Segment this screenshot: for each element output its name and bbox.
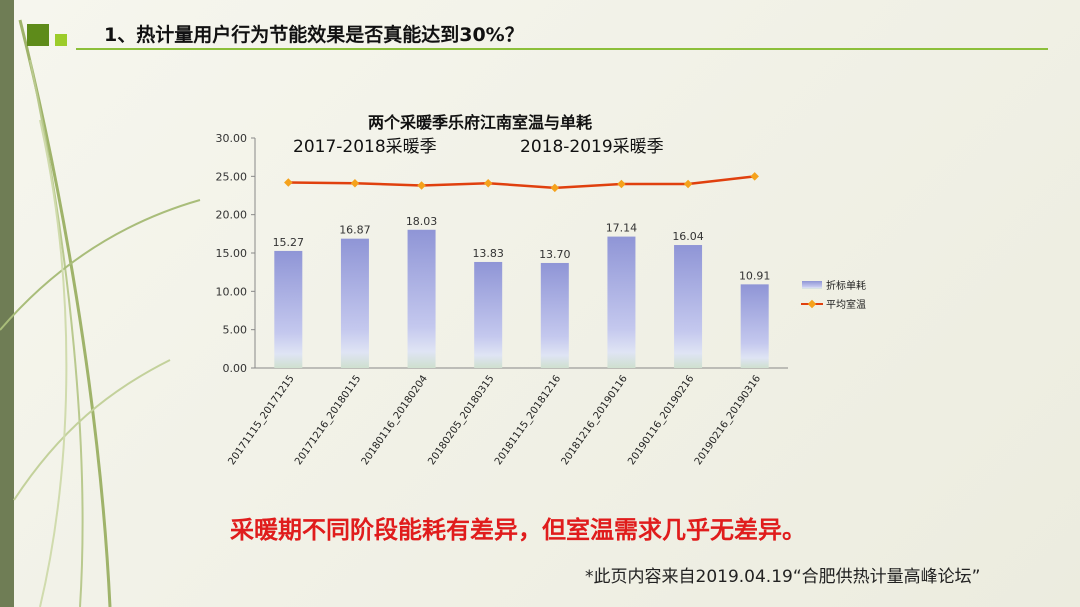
x-tick-label: 20190216_20190316 — [693, 373, 763, 467]
x-tick-label: 20171216_20180115 — [293, 373, 363, 467]
x-tick-label: 20180116_20180204 — [360, 373, 430, 467]
x-tick-label: 20180205_20180315 — [426, 373, 496, 467]
x-tick-label: 20181115_20181216 — [493, 373, 563, 467]
season-label-2018: 2018-2019采暖季 — [520, 137, 664, 157]
title-underline — [76, 48, 1048, 50]
bar-value-label: 16.87 — [339, 224, 371, 237]
bar-5 — [540, 262, 569, 368]
bar-2 — [340, 238, 369, 368]
conclusion-text: 采暖期不同阶段能耗有差异，但室温需求几乎无差异。 — [230, 516, 806, 544]
temp-point-3 — [417, 181, 426, 190]
temp-point-7 — [683, 179, 693, 189]
title-square-large — [27, 24, 49, 46]
bar-value-label: 18.03 — [406, 215, 438, 228]
bar-value-label: 13.70 — [539, 248, 571, 261]
temp-point-5 — [550, 183, 560, 193]
bar-8 — [740, 284, 769, 368]
temp-point-1 — [284, 178, 293, 187]
slide-title: 1、热计量用户行为节能效果是否真能达到30%？ — [104, 24, 524, 46]
x-tick-label: 20171115_20171215 — [227, 373, 297, 467]
chart: 两个采暖季乐府江南室温与单耗 2017-2018采暖季 2018-2019采暖季… — [216, 113, 867, 467]
decorative-swooshes — [0, 19, 201, 607]
left-accent-bar — [0, 0, 14, 607]
title-square-small — [55, 34, 67, 46]
legend-bar-label: 折标单耗 — [826, 279, 866, 292]
y-tick-label: 15.00 — [216, 247, 248, 260]
y-tick-label: 10.00 — [216, 285, 248, 298]
bar-value-label: 16.04 — [672, 230, 704, 243]
bar-value-label: 10.91 — [739, 269, 771, 282]
temp-point-4 — [483, 178, 493, 188]
legend-bar-swatch — [802, 281, 822, 289]
bar-1 — [274, 250, 303, 368]
x-tick-label: 20181216_20190116 — [560, 373, 630, 467]
temp-point-8 — [750, 172, 759, 181]
y-tick-label: 5.00 — [223, 324, 248, 337]
bar-3 — [407, 229, 436, 368]
bar-value-label: 13.83 — [472, 247, 504, 260]
y-tick-label: 30.00 — [216, 132, 248, 145]
bar-value-label: 17.14 — [606, 222, 638, 235]
source-note: *此页内容来自2019.04.19“合肥供热计量高峰论坛” — [585, 567, 981, 587]
temp-point-6 — [617, 179, 626, 189]
season-label-2017: 2017-2018采暖季 — [293, 137, 437, 157]
x-tick-label: 20190116_20190216 — [626, 373, 696, 467]
y-tick-label: 20.00 — [216, 209, 248, 222]
bar-6 — [607, 236, 636, 368]
temp-point-2 — [350, 178, 360, 188]
room-temperature-line — [288, 175, 755, 190]
bar-value-label: 15.27 — [273, 236, 305, 249]
bar-7 — [674, 245, 703, 368]
legend-line-label: 平均室温 — [826, 298, 866, 311]
y-tick-label: 25.00 — [216, 170, 248, 183]
chart-title: 两个采暖季乐府江南室温与单耗 — [368, 113, 592, 132]
legend-line-marker — [807, 299, 817, 309]
bar-4 — [474, 261, 503, 368]
y-tick-label: 0.00 — [223, 362, 248, 375]
